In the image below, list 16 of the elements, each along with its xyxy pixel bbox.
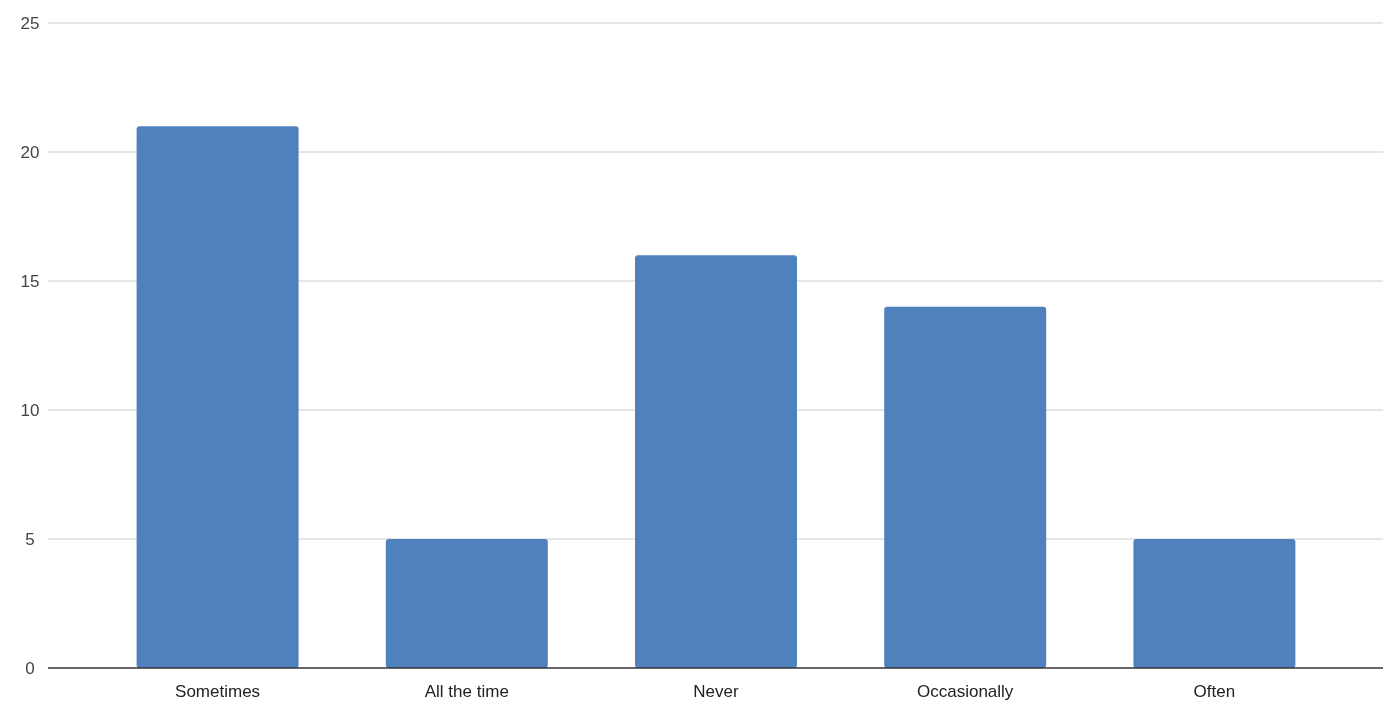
x-tick-label: Often — [1193, 682, 1236, 701]
x-tick-label: Sometimes — [175, 682, 261, 701]
bar — [136, 126, 299, 668]
bar — [385, 539, 548, 668]
x-tick-label: Occasionally — [917, 682, 1014, 701]
y-tick-label: 25 — [20, 13, 40, 33]
y-tick-label: 10 — [20, 400, 40, 420]
x-tick-label: All the time — [424, 682, 509, 701]
bar — [1133, 539, 1296, 668]
bar — [635, 255, 797, 668]
y-tick-label: 0 — [25, 658, 35, 678]
y-tick-label: 20 — [20, 142, 40, 162]
bar — [884, 306, 1047, 668]
y-tick-label: 5 — [25, 529, 35, 549]
x-tick-label: Never — [693, 682, 740, 701]
y-tick-label: 15 — [20, 271, 40, 291]
